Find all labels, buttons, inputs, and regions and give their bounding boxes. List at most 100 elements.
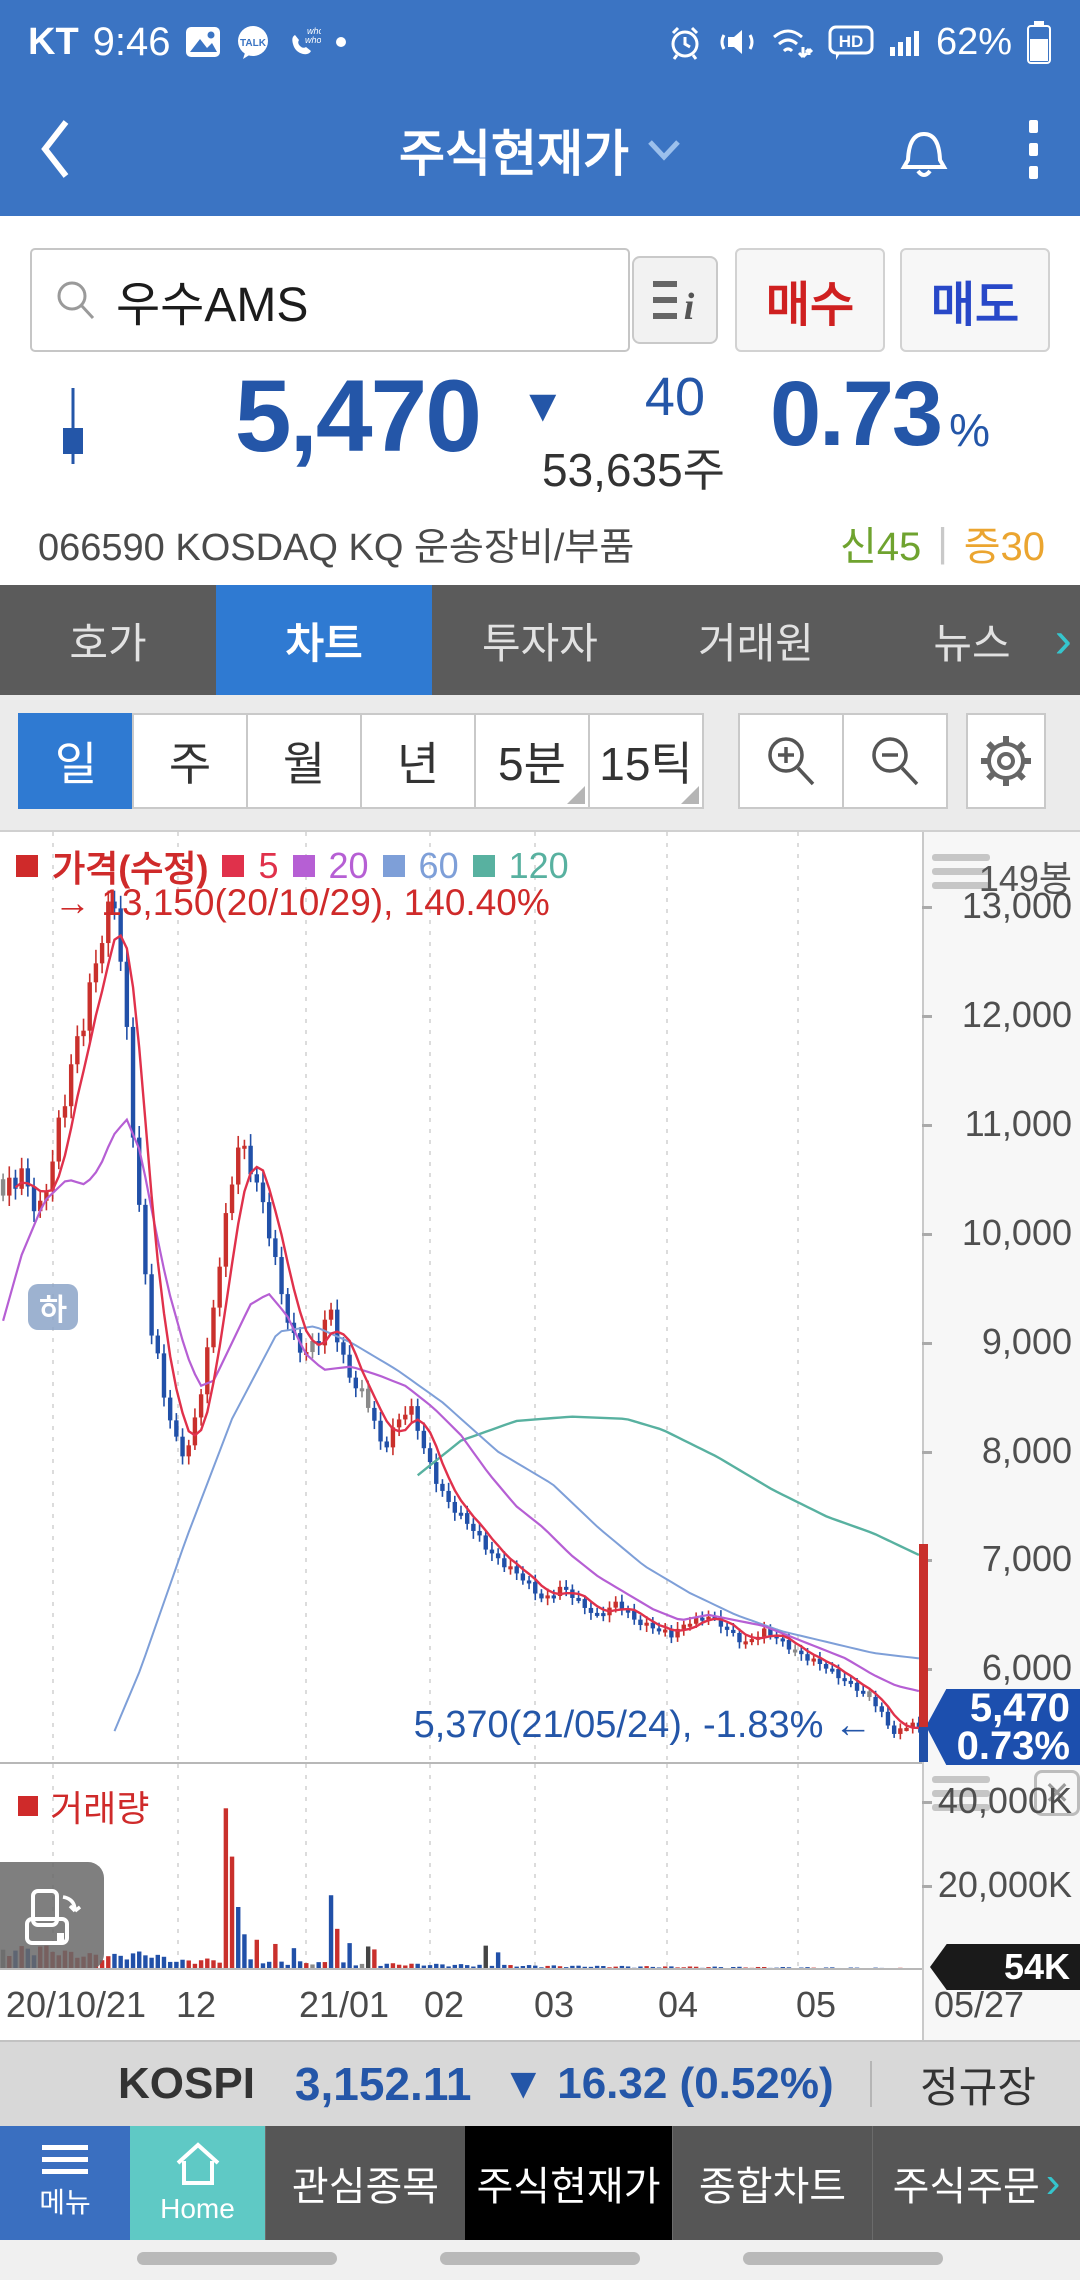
nav-more-arrow: › bbox=[1045, 2158, 1061, 2207]
stock-name-value: 우수AMS bbox=[116, 279, 309, 332]
volume-40,000K-label: 40,000K bbox=[937, 1780, 1072, 1821]
max-price-annotation: → 13,150(20/10/29), 140.40% bbox=[54, 882, 550, 923]
period-button-월[interactable]: 월 bbox=[246, 713, 362, 809]
kospi-change: ▼ 16.32 (0.52%) bbox=[501, 2059, 834, 2108]
event-marker-badge: 하 bbox=[28, 1284, 78, 1330]
nav-item-종합차트[interactable]: 종합차트 bbox=[672, 2126, 872, 2240]
price-7,000-label: 7,000 bbox=[981, 1538, 1072, 1580]
nav-pill-back[interactable] bbox=[743, 2252, 943, 2265]
price-10,000-tick bbox=[922, 1232, 932, 1236]
whowho-notification-icon: whowho bbox=[285, 24, 321, 60]
legend-ma60-swatch bbox=[382, 855, 405, 877]
nav-pill-home[interactable] bbox=[440, 2252, 640, 2265]
zoom-in-button[interactable] bbox=[738, 713, 844, 809]
price-8,000-tick bbox=[922, 1450, 932, 1454]
badge-divider: | bbox=[937, 520, 948, 565]
quote-tab-bar: 호가 차트 투자자 거래원 뉴스 › bbox=[0, 585, 1080, 695]
svg-text:who: who bbox=[307, 26, 321, 36]
search-icon bbox=[54, 278, 98, 322]
legend-ma120-label: 120 bbox=[508, 845, 569, 886]
session-range-bar-up bbox=[919, 1544, 928, 1727]
notification-bell-button[interactable] bbox=[896, 116, 952, 182]
price-13,000-label: 13,000 bbox=[961, 885, 1072, 926]
zoom-out-button[interactable] bbox=[842, 713, 948, 809]
page-title: 주식현재가 bbox=[399, 126, 629, 182]
tab-거래원[interactable]: 거래원 bbox=[698, 619, 814, 667]
period-button-년[interactable]: 년 bbox=[360, 713, 476, 809]
legend-ma5-label: 5 bbox=[258, 845, 279, 886]
current-price: 5,470 bbox=[234, 359, 482, 473]
price-pane-drag-handle[interactable] bbox=[932, 854, 990, 889]
x-axis-label-04: 04 bbox=[657, 1984, 699, 2025]
dropdown-corner-icon bbox=[681, 786, 699, 804]
nav-item-관심종목[interactable]: 관심종목 bbox=[265, 2126, 465, 2240]
price-11,000-tick bbox=[922, 1123, 932, 1127]
chart-settings-button[interactable] bbox=[966, 713, 1046, 809]
percent-change: 0.73% bbox=[770, 363, 990, 465]
x-axis-label-05: 05 bbox=[795, 1984, 837, 2025]
back-button[interactable] bbox=[40, 118, 70, 180]
volume-20,000K-label: 20,000K bbox=[937, 1864, 1072, 1905]
price-chart-pane[interactable]: 가격(수정) 5 20 60 120 → 13,150(20/10/29), 140.… bbox=[0, 832, 922, 1764]
sell-button[interactable]: 매도 bbox=[900, 248, 1050, 352]
tab-차트[interactable]: 차트 bbox=[216, 585, 432, 695]
hamburger-icon bbox=[42, 2145, 88, 2174]
date-axis-row: 20/10/21 12 21/01 02 03 04 05 bbox=[0, 1970, 922, 2042]
volume-chart-pane[interactable]: 거래량 bbox=[0, 1764, 922, 1970]
stock-info-list-button[interactable]: i bbox=[632, 256, 718, 344]
legend-ma20-swatch bbox=[292, 855, 315, 877]
nav-item-주식현재가[interactable]: 주식현재가 bbox=[465, 2126, 672, 2240]
dropdown-corner-icon bbox=[567, 786, 585, 804]
more-menu-button[interactable] bbox=[1029, 120, 1038, 179]
kakaotalk-notification-icon: TALK bbox=[235, 24, 271, 60]
stock-search-field[interactable]: 우수AMS bbox=[30, 248, 630, 352]
home-icon bbox=[176, 2142, 219, 2185]
down-triangle-icon: ▼ bbox=[520, 379, 566, 431]
nav-item-메뉴[interactable]: 메뉴 bbox=[0, 2126, 130, 2240]
current-price-tag: 5,470 0.73% bbox=[926, 1689, 1080, 1765]
tab-투자자[interactable]: 투자자 bbox=[482, 619, 598, 667]
rotate-screen-button[interactable] bbox=[0, 1862, 104, 1968]
traded-volume: 53,635주 bbox=[541, 444, 725, 496]
market-session-label: 정규장 bbox=[920, 2063, 1036, 2111]
price-12,000-label: 12,000 bbox=[961, 993, 1072, 1035]
nav-item-Home[interactable]: Home bbox=[130, 2126, 265, 2240]
volume-pane-drag-handle[interactable] bbox=[932, 1776, 990, 1811]
alarm-icon bbox=[666, 23, 704, 61]
kospi-label: KOSPI bbox=[118, 2059, 255, 2108]
tabs-more-arrow[interactable]: › bbox=[1054, 611, 1072, 669]
x-axis-label-20/10/21: 20/10/21 bbox=[5, 1984, 147, 2025]
chart-period-bar: 일 주 월 년 5분 15틱 bbox=[0, 695, 1080, 830]
x-axis-label-03: 03 bbox=[533, 1984, 575, 2025]
vibrate-mute-icon bbox=[718, 23, 756, 61]
close-volume-pane-button[interactable]: ✕ bbox=[1034, 1770, 1080, 1816]
tab-뉴스[interactable]: 뉴스 bbox=[933, 619, 1011, 667]
price-11,000-label: 11,000 bbox=[964, 1102, 1072, 1144]
x-axis-label-21/01: 21/01 bbox=[298, 1984, 390, 2025]
page-title-dropdown[interactable]: 주식현재가 bbox=[0, 84, 1080, 216]
bars-count-label: 149봉 bbox=[978, 858, 1072, 899]
status-badges: 신45 | 증30 bbox=[840, 514, 1045, 572]
volume-legend: 거래량 bbox=[18, 1780, 149, 1832]
period-button-주[interactable]: 주 bbox=[132, 713, 248, 809]
nav-pill-recent[interactable] bbox=[137, 2252, 337, 2265]
price-9,000-tick bbox=[922, 1341, 932, 1345]
session-range-bar-down bbox=[919, 1727, 928, 1762]
carrier-label: KT bbox=[28, 20, 79, 63]
tab-호가[interactable]: 호가 bbox=[69, 619, 147, 667]
signal-strength-icon bbox=[888, 25, 922, 59]
gesture-bar-area bbox=[0, 2240, 1080, 2280]
price-change: 40 bbox=[644, 367, 705, 427]
period-button-5분[interactable]: 5분 bbox=[474, 713, 590, 809]
price-9,000-label: 9,000 bbox=[981, 1320, 1072, 1362]
buy-button[interactable]: 매수 bbox=[735, 248, 885, 352]
wifi-icon bbox=[770, 23, 814, 61]
price-axis-panel: 149봉 ✕ 5,470 0.73% 54K 05/27 13,000 12,000… bbox=[919, 832, 1080, 2042]
stock-meta-line: 066590 KOSDAQ KQ 운송장비/부품 bbox=[38, 527, 635, 569]
nav-item-주식주문[interactable]: 주식주문 › bbox=[872, 2126, 1080, 2240]
period-button-15틱[interactable]: 15틱 bbox=[588, 713, 704, 809]
legend-ma60-label: 60 bbox=[418, 845, 459, 886]
kospi-index-bar[interactable]: KOSPI 3,152.11 ▼ 16.32 (0.52%) 정규장 bbox=[0, 2040, 1080, 2126]
hd-voice-icon: HD bbox=[828, 23, 874, 61]
period-button-일[interactable]: 일 bbox=[18, 713, 134, 809]
